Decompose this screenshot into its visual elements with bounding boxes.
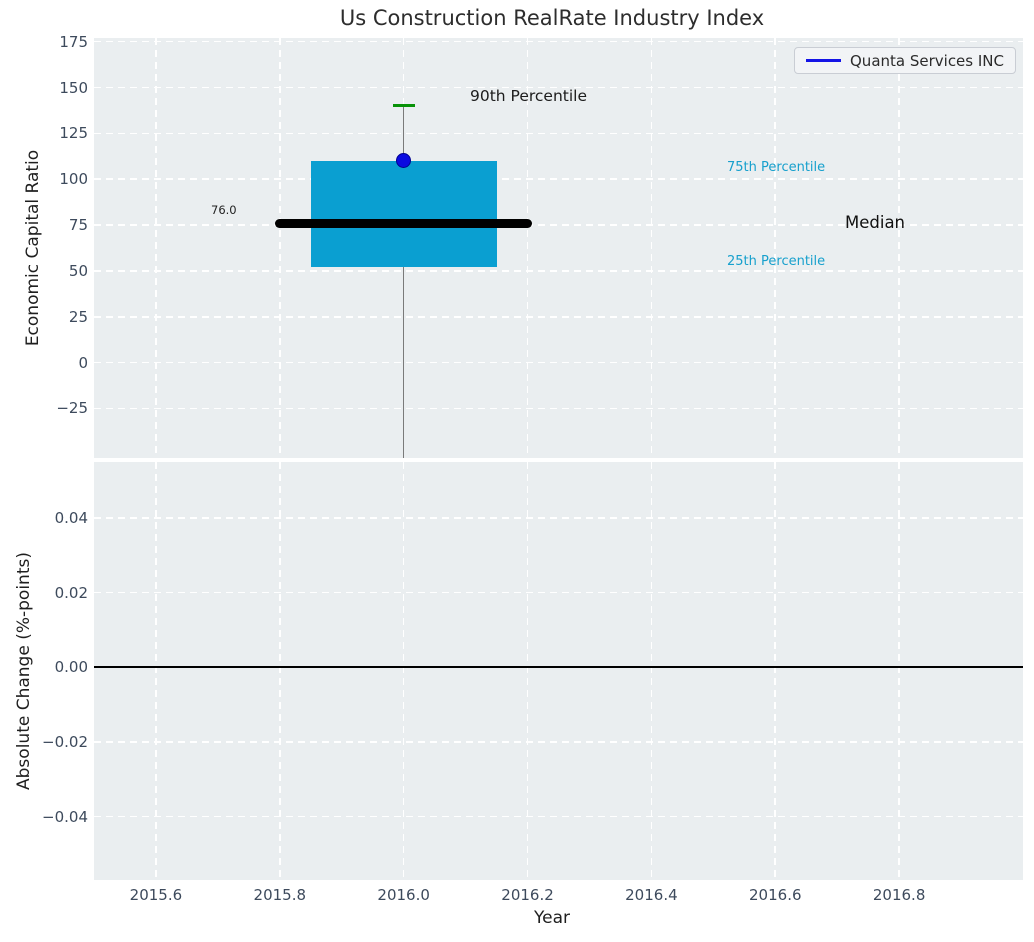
gridline-vertical bbox=[774, 38, 777, 458]
gridline-vertical bbox=[650, 38, 653, 458]
x-tick-label: 2016.4 bbox=[625, 886, 678, 904]
x-tick-label: 2016.8 bbox=[872, 886, 926, 904]
annotation-25th-percentile: 25th Percentile bbox=[727, 254, 826, 269]
legend-line-swatch bbox=[806, 59, 841, 62]
bottom-axes bbox=[94, 462, 1023, 880]
gridline-vertical bbox=[155, 38, 157, 458]
zero-line bbox=[94, 666, 1023, 669]
gridline-horizontal bbox=[94, 178, 1023, 181]
x-tick-label: 2016.2 bbox=[501, 886, 554, 904]
gridline-vertical bbox=[526, 38, 529, 458]
legend: Quanta Services INC bbox=[794, 47, 1016, 74]
median-line bbox=[275, 218, 533, 228]
gridline-horizontal bbox=[94, 361, 1023, 364]
annotation-median-value: 76.0 bbox=[211, 203, 237, 217]
bottom-y-tick-label: −0.02 bbox=[42, 732, 88, 751]
legend-label: Quanta Services INC bbox=[850, 51, 1004, 70]
top-y-tick-label: 150 bbox=[59, 78, 88, 97]
bottom-y-tick-label: 0.02 bbox=[54, 583, 88, 602]
x-tick-label: 2016.6 bbox=[749, 886, 802, 904]
x-tick-label: 2015.6 bbox=[129, 886, 183, 904]
chart-title: Us Construction RealRate Industry Index bbox=[339, 6, 765, 30]
gridline-horizontal bbox=[94, 741, 1023, 743]
gridline-horizontal bbox=[94, 132, 1023, 135]
gridline-vertical bbox=[898, 38, 900, 458]
gridline-vertical bbox=[526, 462, 529, 880]
gridline-vertical bbox=[279, 462, 281, 880]
top-y-tick-label: 125 bbox=[59, 124, 88, 143]
gridline-vertical bbox=[650, 462, 653, 880]
annotation-90th-percentile: 90th Percentile bbox=[470, 87, 588, 105]
top-y-tick-label: 50 bbox=[68, 261, 88, 280]
annotation-median: Median bbox=[845, 213, 906, 232]
top-y-tick-label: 25 bbox=[68, 307, 88, 326]
x-axis-label: Year bbox=[534, 908, 570, 928]
top-y-tick-label: −25 bbox=[56, 399, 88, 418]
gridline-horizontal bbox=[94, 86, 1023, 89]
gridline-horizontal bbox=[94, 224, 1023, 226]
top-y-tick-label: 0 bbox=[78, 353, 88, 372]
bottom-y-tick-label: 0.00 bbox=[54, 658, 88, 677]
gridline-horizontal bbox=[94, 591, 1023, 594]
gridline-horizontal bbox=[94, 40, 1023, 43]
top-axes bbox=[94, 38, 1023, 458]
gridline-horizontal bbox=[94, 517, 1023, 519]
whisker-line bbox=[402, 105, 405, 458]
gridline-horizontal bbox=[94, 270, 1023, 272]
iqr-box bbox=[310, 160, 497, 268]
p90-cap bbox=[392, 104, 415, 108]
gridline-horizontal bbox=[94, 407, 1023, 410]
top-y-tick-label: 100 bbox=[59, 170, 88, 189]
x-tick-label: 2015.8 bbox=[253, 886, 307, 904]
x-tick-label: 2016.0 bbox=[377, 886, 430, 904]
gridline-vertical bbox=[774, 462, 777, 880]
gridline-vertical bbox=[402, 462, 405, 880]
gridline-vertical bbox=[898, 462, 900, 880]
annotation-75th-percentile: 75th Percentile bbox=[727, 160, 826, 175]
top-y-tick-label: 175 bbox=[59, 32, 88, 51]
gridline-vertical bbox=[155, 462, 157, 880]
bottom-y-tick-label: 0.04 bbox=[54, 508, 88, 527]
gridline-vertical bbox=[279, 38, 281, 458]
bottom-y-tick-label: −0.04 bbox=[42, 807, 88, 826]
gridline-horizontal bbox=[94, 815, 1023, 818]
top-y-tick-label: 75 bbox=[68, 216, 88, 235]
company-data-point bbox=[396, 153, 412, 169]
gridline-horizontal bbox=[94, 315, 1023, 318]
